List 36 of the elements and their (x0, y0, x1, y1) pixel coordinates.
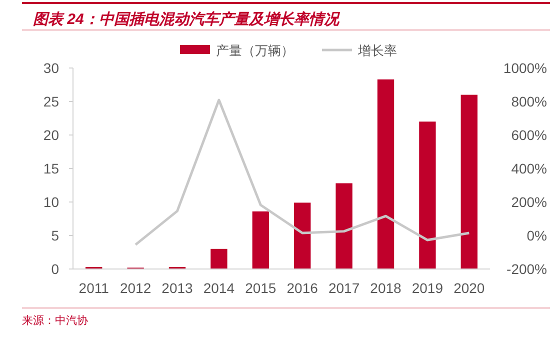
bar (252, 211, 269, 269)
chart-title: 图表 24：中国插电混动汽车产量及增长率情况 (33, 10, 341, 28)
bar (336, 183, 352, 269)
line-series (134, 98, 470, 246)
x-tick-label: 2018 (370, 280, 402, 296)
y-tick-label: 15 (43, 160, 60, 176)
bar (419, 122, 436, 269)
bar (210, 248, 228, 269)
y2-tick-label: 200% (511, 194, 547, 210)
y2-tick-label: -200% (506, 261, 547, 277)
source-note: 来源：中汽协 (22, 314, 88, 327)
bar (377, 79, 394, 269)
y2-tick-label: 800% (511, 94, 547, 110)
x-tick-label: 2017 (328, 280, 360, 296)
y-tick-label: 25 (43, 94, 60, 110)
bar (294, 202, 311, 269)
legend-label: 产量（万辆） (216, 43, 294, 58)
x-tick-label: 2013 (162, 280, 194, 296)
x-tick-label: 2011 (78, 280, 110, 296)
x-tick-label: 2020 (454, 280, 485, 296)
y2-tick-label: 400% (511, 160, 547, 176)
x-tick-label: 2014 (203, 280, 235, 296)
y-tick-label: 10 (43, 194, 60, 210)
y2-tick-label: 600% (511, 127, 547, 143)
x-tick-label: 2015 (245, 280, 276, 296)
y2-tick-label: 1000% (503, 60, 547, 76)
x-tick-label: 2019 (412, 280, 444, 296)
x-tick-label: 2012 (120, 280, 152, 296)
x-tick-label: 2016 (286, 280, 318, 296)
bar (460, 94, 478, 269)
y-tick-label: 20 (43, 127, 60, 143)
y2-tick-label: 0% (526, 228, 547, 244)
legend-label: 增长率 (357, 43, 397, 58)
y-tick-label: 0 (51, 261, 60, 277)
y-tick-label: 30 (43, 60, 60, 76)
y-tick-label: 5 (51, 228, 60, 244)
